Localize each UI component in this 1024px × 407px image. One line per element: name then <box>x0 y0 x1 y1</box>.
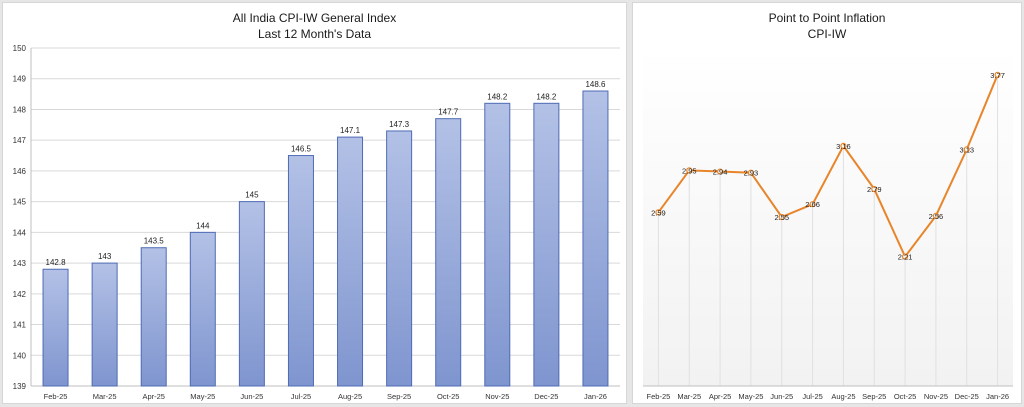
y-tick-label: 145 <box>13 198 27 207</box>
y-tick-label: 150 <box>13 44 27 53</box>
y-tick-label: 149 <box>13 75 27 84</box>
bar <box>42 268 69 387</box>
bar-chart: 139 140 141 142 143 144 145 146 147 148 149 150 142.… <box>13 44 620 401</box>
data-point <box>840 142 847 150</box>
x-tick-label: Aug-25 <box>831 392 855 401</box>
inflation-chart-panel: Point to Point Inflation CPI-IW 2.59 Feb-… <box>632 2 1022 404</box>
point-value-label: 3.13 <box>959 145 974 154</box>
cpi-index-chart-panel: All India CPI-IW General Index Last 12 M… <box>2 2 627 404</box>
bar-value-label: 148.6 <box>585 80 606 89</box>
x-tick-label: Feb-25 <box>44 392 68 401</box>
inflation-series-line <box>657 74 999 259</box>
x-tick-label: Dec-25 <box>534 392 558 401</box>
bar <box>287 155 314 387</box>
x-tick-label: Nov-25 <box>924 392 948 401</box>
bar <box>435 118 462 387</box>
bar-value-label: 147.1 <box>340 126 361 135</box>
y-tick-label: 147 <box>13 136 27 145</box>
x-tick-label: Oct-25 <box>437 392 460 401</box>
point-value-label: 2.56 <box>929 212 944 221</box>
x-tick-label: Jan-26 <box>584 392 607 401</box>
x-tick-label: May-25 <box>190 392 215 401</box>
x-tick-label: Jun-25 <box>770 392 793 401</box>
data-point <box>994 71 1001 78</box>
bar-chart-subtitle: Last 12 Month's Data <box>257 27 372 41</box>
bar-value-label: 148.2 <box>536 92 557 101</box>
x-tick-label: Sep-25 <box>862 392 886 401</box>
data-point <box>778 213 785 221</box>
x-tick-label: Apr-25 <box>709 392 732 401</box>
point-value-label: 2.21 <box>898 253 913 262</box>
x-tick-label: Mar-25 <box>93 392 117 401</box>
x-tick-label: Oct-25 <box>894 392 917 401</box>
x-tick-label: Sep-25 <box>387 392 411 401</box>
point-value-label: 2.93 <box>744 169 759 178</box>
y-tick-label: 143 <box>13 259 27 268</box>
point-value-label: 2.59 <box>651 208 666 217</box>
bar <box>238 201 265 387</box>
x-tick-label: Feb-25 <box>647 392 671 401</box>
point-value-label: 2.55 <box>774 213 789 222</box>
bar-value-label: 146.5 <box>291 145 312 154</box>
point-value-label: 3.16 <box>836 142 851 151</box>
bar-value-label: 147.3 <box>389 120 410 129</box>
data-point <box>871 185 878 193</box>
x-tick-label: Jun-25 <box>240 392 263 401</box>
y-tick-label: 141 <box>13 321 27 330</box>
y-tick-label: 140 <box>13 351 27 360</box>
data-point <box>686 167 693 174</box>
data-point <box>747 169 755 176</box>
bar <box>337 136 364 387</box>
bar-value-label: 142.8 <box>46 258 67 267</box>
bar <box>140 247 167 387</box>
y-tick-label: 146 <box>13 167 27 176</box>
bar-value-label: 143 <box>98 252 112 261</box>
bar <box>582 90 609 387</box>
y-tick-label: 144 <box>13 228 27 237</box>
plot-area <box>643 48 1013 386</box>
bar <box>533 102 560 387</box>
bar-value-label: 145 <box>245 191 259 200</box>
bar-value-label: 144 <box>196 221 210 230</box>
point-value-label: 2.95 <box>682 166 697 175</box>
x-tick-label: Jul-25 <box>291 392 311 401</box>
data-point <box>716 168 724 175</box>
point-value-label: 3.77 <box>990 71 1005 80</box>
bar <box>91 262 118 387</box>
bar <box>386 130 413 387</box>
point-value-label: 2.66 <box>805 200 820 209</box>
x-tick-label: Jul-25 <box>802 392 822 401</box>
bar-value-label: 143.5 <box>144 237 165 246</box>
line-chart-subtitle: CPI-IW <box>807 27 847 41</box>
bar-value-label: 148.2 <box>487 92 508 101</box>
x-tick-label: Aug-25 <box>338 392 362 401</box>
point-value-label: 2.94 <box>713 168 728 177</box>
point-value-label: 2.79 <box>867 185 882 194</box>
x-tick-label: May-25 <box>738 392 763 401</box>
data-point <box>809 201 816 208</box>
bar <box>484 102 511 387</box>
y-tick-label: 148 <box>13 105 27 114</box>
data-point <box>901 253 909 260</box>
bar <box>189 231 216 387</box>
bar-value-label: 147.7 <box>438 108 459 117</box>
x-tick-label: Nov-25 <box>485 392 509 401</box>
data-point <box>932 212 940 219</box>
data-point <box>655 209 662 216</box>
x-tick-label: Mar-25 <box>677 392 701 401</box>
bar-chart-title: All India CPI-IW General Index <box>232 11 397 25</box>
line-chart-title: Point to Point Inflation <box>768 11 886 25</box>
x-tick-label: Dec-25 <box>955 392 979 401</box>
x-tick-label: Apr-25 <box>142 392 165 401</box>
y-tick-label: 139 <box>13 382 27 391</box>
y-tick-label: 142 <box>13 290 27 299</box>
line-chart: 2.59 Feb-25 2.95 Mar-25 2.94 Apr-25 2.93 May-25… <box>643 48 1013 401</box>
x-tick-label: Jan-26 <box>986 392 1009 401</box>
data-point <box>963 146 970 153</box>
